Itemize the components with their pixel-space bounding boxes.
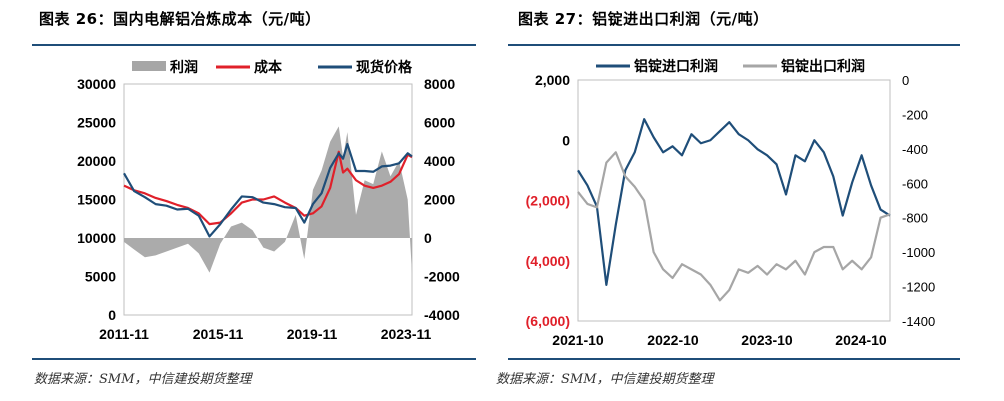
x-tick-label: 2023-10	[741, 332, 793, 348]
left-title-rule	[32, 44, 476, 46]
legend-label: 成本	[254, 59, 283, 75]
y-right-tick-label: 6000	[424, 115, 455, 131]
y-left-tick-label: (4,000)	[526, 253, 570, 269]
y-left-tick-label: 5000	[85, 269, 116, 285]
left-chart-title: 图表 26：国内电解铝冶炼成本（元/吨）	[39, 10, 321, 28]
y-right-tick-label: -600	[902, 176, 928, 191]
right-source-rule	[508, 358, 960, 360]
y-left-tick-label: (2,000)	[526, 193, 570, 209]
legend-label: 现货价格	[356, 59, 413, 75]
y-left-tick-label: 20000	[77, 153, 116, 169]
y-right-tick-label: 0	[424, 230, 432, 246]
y-left-tick-label: 30000	[77, 76, 116, 92]
right-chart-source: 数据来源：SMM，中信建投期货整理	[496, 372, 714, 387]
y-right-tick-label: 0	[902, 73, 909, 88]
legend-label: 铝锭进口利润	[634, 58, 718, 74]
y-left-tick-label: 0	[562, 132, 570, 148]
x-tick-label: 2011-11	[99, 326, 149, 342]
y-right-tick-label: -4000	[424, 307, 460, 323]
left-chart-plot	[123, 61, 413, 316]
x-tick-label: 2021-10	[552, 332, 604, 348]
y-right-tick-label: 2000	[424, 192, 455, 208]
x-tick-label: 2024-10	[835, 332, 887, 348]
y-right-tick-label: -1200	[902, 280, 935, 295]
series-line-0	[577, 118, 891, 286]
series-line-1	[577, 151, 891, 302]
y-right-tick-label: -800	[902, 211, 928, 226]
y-right-tick-label: -200	[902, 107, 928, 122]
left-chart-source: 数据来源：SMM，中信建投期货整理	[34, 372, 252, 387]
right-chart-plot	[577, 64, 891, 322]
y-right-tick-label: -2000	[424, 269, 460, 285]
y-right-tick-label: -1400	[902, 314, 935, 329]
x-tick-label: 2022-10	[647, 332, 699, 348]
x-tick-label: 2015-11	[193, 326, 244, 342]
plot-frame	[123, 83, 413, 316]
x-tick-label: 2019-11	[287, 326, 338, 342]
y-left-tick-label: (6,000)	[526, 313, 570, 329]
legend-label: 铝锭出口利润	[781, 58, 865, 74]
series-area-0	[124, 126, 412, 273]
y-left-tick-label: 2,000	[535, 72, 570, 88]
y-right-tick-label: 8000	[424, 76, 455, 92]
y-right-tick-label: -1000	[902, 245, 935, 260]
y-left-tick-label: 25000	[77, 115, 116, 131]
right-chart-title: 图表 27：铝锭进出口利润（元/吨）	[518, 10, 769, 28]
right-title-rule	[508, 44, 960, 46]
y-left-tick-label: 10000	[77, 230, 116, 246]
plot-frame	[577, 79, 891, 322]
series-line-1	[123, 150, 413, 226]
y-right-tick-label: 4000	[424, 153, 455, 169]
y-right-tick-label: -400	[902, 142, 928, 157]
y-left-tick-label: 15000	[77, 192, 116, 208]
series-line-2	[123, 142, 413, 238]
legend-label: 利润	[170, 59, 198, 75]
left-source-rule	[32, 358, 476, 360]
legend-swatch	[132, 61, 166, 71]
y-left-tick-label: 0	[108, 307, 116, 323]
x-tick-label: 2023-11	[381, 326, 432, 342]
